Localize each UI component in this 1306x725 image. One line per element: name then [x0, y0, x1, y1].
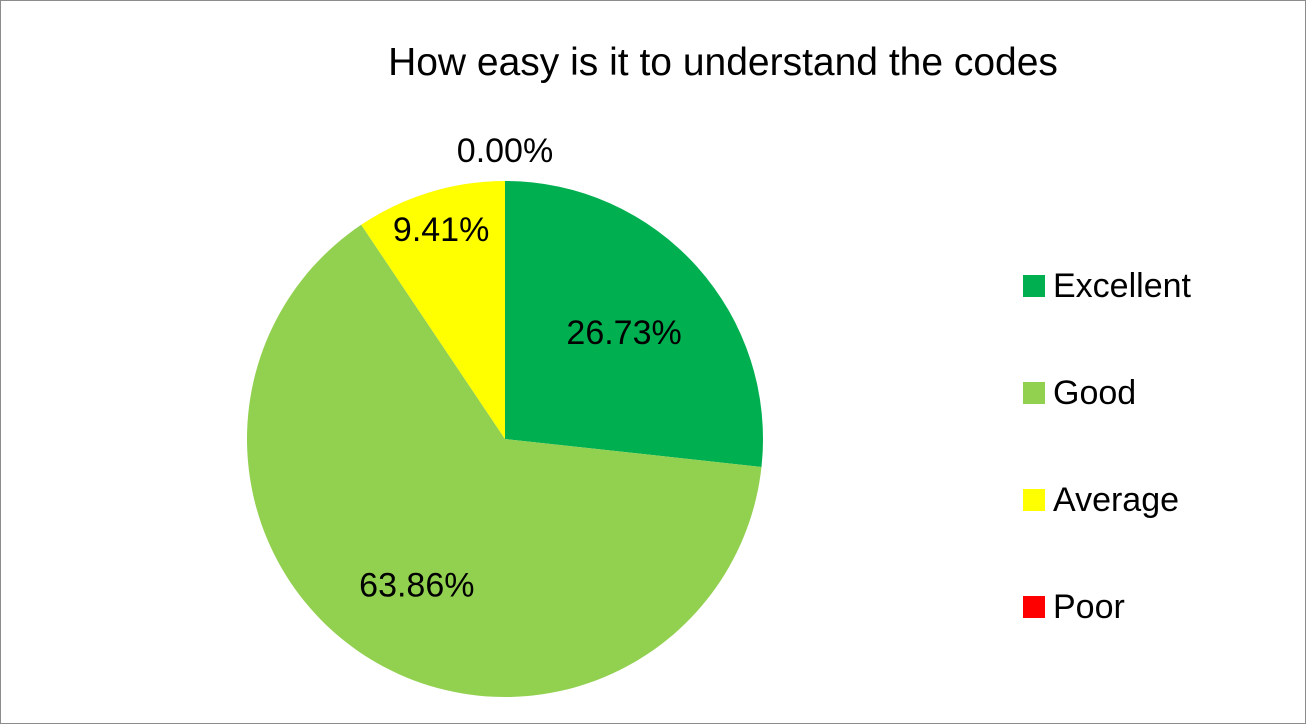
chart-title: How easy is it to understand the codes [388, 41, 1058, 84]
data-labels: 26.73% 63.86% 9.41% 0.00% [359, 132, 682, 605]
legend-swatch-poor [1023, 596, 1045, 618]
data-label-poor: 0.00% [457, 132, 553, 170]
legend-label-poor: Poor [1053, 588, 1125, 626]
pie-slice-average [361, 181, 505, 439]
legend-swatch-average [1023, 489, 1045, 511]
legend-label-good: Good [1053, 374, 1136, 412]
legend: Excellent Good Average Poor [1023, 267, 1192, 626]
legend-label-average: Average [1053, 481, 1179, 519]
data-label-average: 9.41% [393, 211, 489, 249]
pie-slice-excellent [505, 181, 763, 467]
data-label-good: 63.86% [359, 567, 474, 605]
data-label-excellent: 26.73% [566, 314, 681, 352]
legend-swatch-good [1023, 382, 1045, 404]
legend-label-excellent: Excellent [1053, 267, 1192, 305]
pie-slices [246, 181, 763, 698]
pie-slice-good [246, 224, 762, 698]
legend-swatch-excellent [1023, 275, 1045, 297]
